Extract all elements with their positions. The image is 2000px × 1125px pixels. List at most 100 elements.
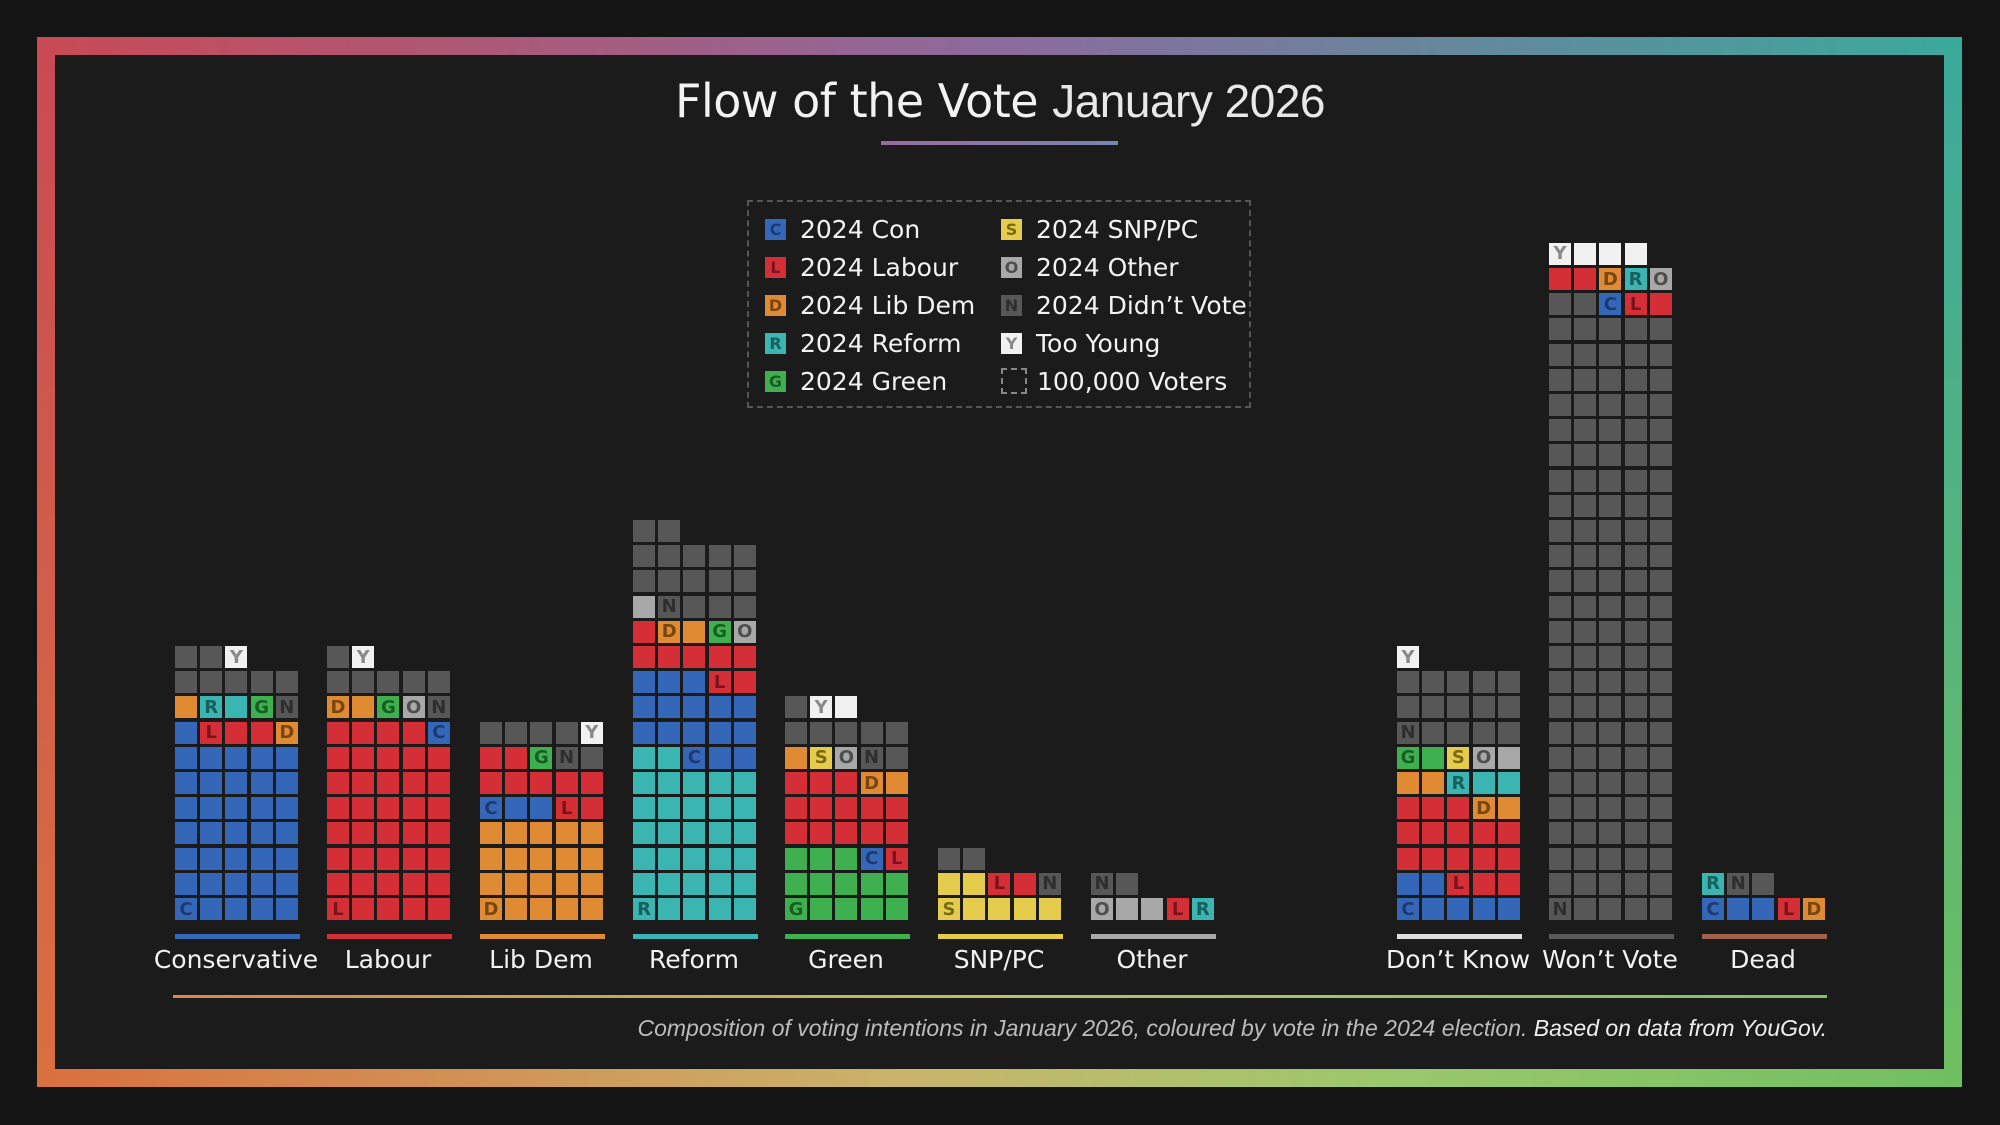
cell-don-t-know-l (1397, 797, 1419, 820)
cell-conservative-c (225, 797, 248, 820)
cell-won-t-vote-n (1624, 570, 1647, 593)
cell-conservative-c (250, 847, 273, 870)
cell-won-t-vote-n (1549, 872, 1571, 895)
cell-labour-d (352, 696, 375, 719)
cell-labour-l (402, 847, 425, 870)
cell-conservative-c (275, 797, 298, 820)
legend-swatch: L (765, 256, 786, 278)
cell-won-t-vote-n (1599, 671, 1622, 694)
cell-won-t-vote-n (1649, 570, 1672, 593)
cell-dead-d: D (1802, 898, 1825, 920)
cell-labour-l (377, 797, 400, 820)
cell-won-t-vote-n (1624, 872, 1647, 895)
cell-reform-l (658, 646, 681, 668)
cell-won-t-vote-n (1649, 822, 1672, 845)
cell-green-g (835, 898, 858, 920)
cell-reform-l (633, 646, 655, 668)
cell-reform-r (633, 772, 655, 794)
cell-conservative-n (200, 671, 223, 694)
cell-won-t-vote-n (1649, 368, 1672, 391)
cell-green-n (885, 721, 908, 744)
cell-don-t-know-l (1497, 847, 1520, 870)
cell-won-t-vote-n (1574, 696, 1597, 719)
cell-don-t-know-l (1422, 847, 1445, 870)
cell-won-t-vote-n (1599, 721, 1622, 744)
cell-reform-r (683, 822, 706, 845)
cell-labour-l (352, 797, 375, 820)
cell-won-t-vote-n (1574, 520, 1597, 542)
cell-won-t-vote-n (1599, 646, 1622, 668)
cell-green-y: Y (810, 696, 833, 719)
cell-don-t-know-c (1397, 872, 1419, 895)
cell-dead-c: C (1702, 898, 1724, 920)
cell-reform-l (708, 646, 731, 668)
cell-won-t-vote-n (1649, 847, 1672, 870)
cell-won-t-vote-n (1574, 671, 1597, 694)
cell-reform-l: L (708, 671, 731, 694)
frame-top (37, 37, 1962, 55)
cell-conservative-c (200, 822, 223, 845)
cell-won-t-vote-n (1624, 368, 1647, 391)
cell-lib-dem-c (505, 797, 528, 820)
cell-conservative-c (275, 772, 298, 794)
cell-won-t-vote-n (1599, 847, 1622, 870)
cell-green-g (835, 872, 858, 895)
cell-lib-dem-l (580, 772, 603, 794)
cell-labour-l (402, 822, 425, 845)
cell-other-o (1141, 898, 1164, 920)
cell-green-l (835, 772, 858, 794)
cell-won-t-vote-n (1599, 772, 1622, 794)
cell-green-l (810, 822, 833, 845)
cell-snp-pc-s (963, 872, 986, 895)
cell-won-t-vote-n (1574, 595, 1597, 618)
cell-won-t-vote-n (1624, 520, 1647, 542)
cell-labour-l (377, 746, 400, 769)
cell-conservative-c (225, 847, 248, 870)
cell-reform-r (658, 822, 681, 845)
cell-lib-dem-d (530, 872, 553, 895)
cell-reform-r (708, 822, 731, 845)
cell-dead-r: R (1702, 872, 1724, 895)
cell-won-t-vote-n (1649, 394, 1672, 416)
cell-don-t-know-l (1447, 822, 1470, 845)
cell-labour-n: N (427, 696, 450, 719)
cell-won-t-vote-n (1599, 822, 1622, 845)
legend-item-n: N 2024 Didn’t Vote (1001, 290, 1247, 320)
cell-won-t-vote-n (1624, 343, 1647, 366)
legend-label: 2024 Didn’t Vote (1036, 290, 1247, 320)
cell-labour-l (427, 797, 450, 820)
cell-conservative-c (250, 898, 273, 920)
cell-won-t-vote-n (1549, 847, 1571, 870)
cell-reform-n (683, 545, 706, 568)
cell-dead-c (1752, 898, 1775, 920)
cell-conservative-c (200, 898, 223, 920)
cell-won-t-vote-l (1574, 268, 1597, 290)
cell-won-t-vote-n (1599, 318, 1622, 341)
cell-green-g (810, 872, 833, 895)
cell-reform-c (658, 696, 681, 719)
cell-labour-l (427, 746, 450, 769)
cell-don-t-know-d (1397, 772, 1419, 794)
cell-reform-r (708, 772, 731, 794)
cell-reform-o: O (733, 620, 756, 643)
cell-lib-dem-l (580, 797, 603, 820)
footer-divider (173, 995, 1827, 998)
cell-lib-dem-n (480, 721, 502, 744)
cell-won-t-vote-n (1574, 494, 1597, 517)
cell-labour-g: G (377, 696, 400, 719)
cell-don-t-know-n (1497, 721, 1520, 744)
cell-reform-r (658, 872, 681, 895)
cell-don-t-know-c (1447, 898, 1470, 920)
cell-conservative-c (175, 847, 197, 870)
cell-reform-g: G (708, 620, 731, 643)
cell-reform-r (708, 797, 731, 820)
cell-green-l (785, 772, 807, 794)
cell-dead-n: N (1727, 872, 1750, 895)
cell-won-t-vote-n (1649, 545, 1672, 568)
legend-swatch: R (765, 332, 786, 354)
cell-won-t-vote-l (1649, 293, 1672, 316)
cell-conservative-c (175, 872, 197, 895)
cell-conservative-c (200, 872, 223, 895)
cell-don-t-know-r: R (1447, 772, 1470, 794)
group-label: Dead (1730, 945, 1796, 974)
